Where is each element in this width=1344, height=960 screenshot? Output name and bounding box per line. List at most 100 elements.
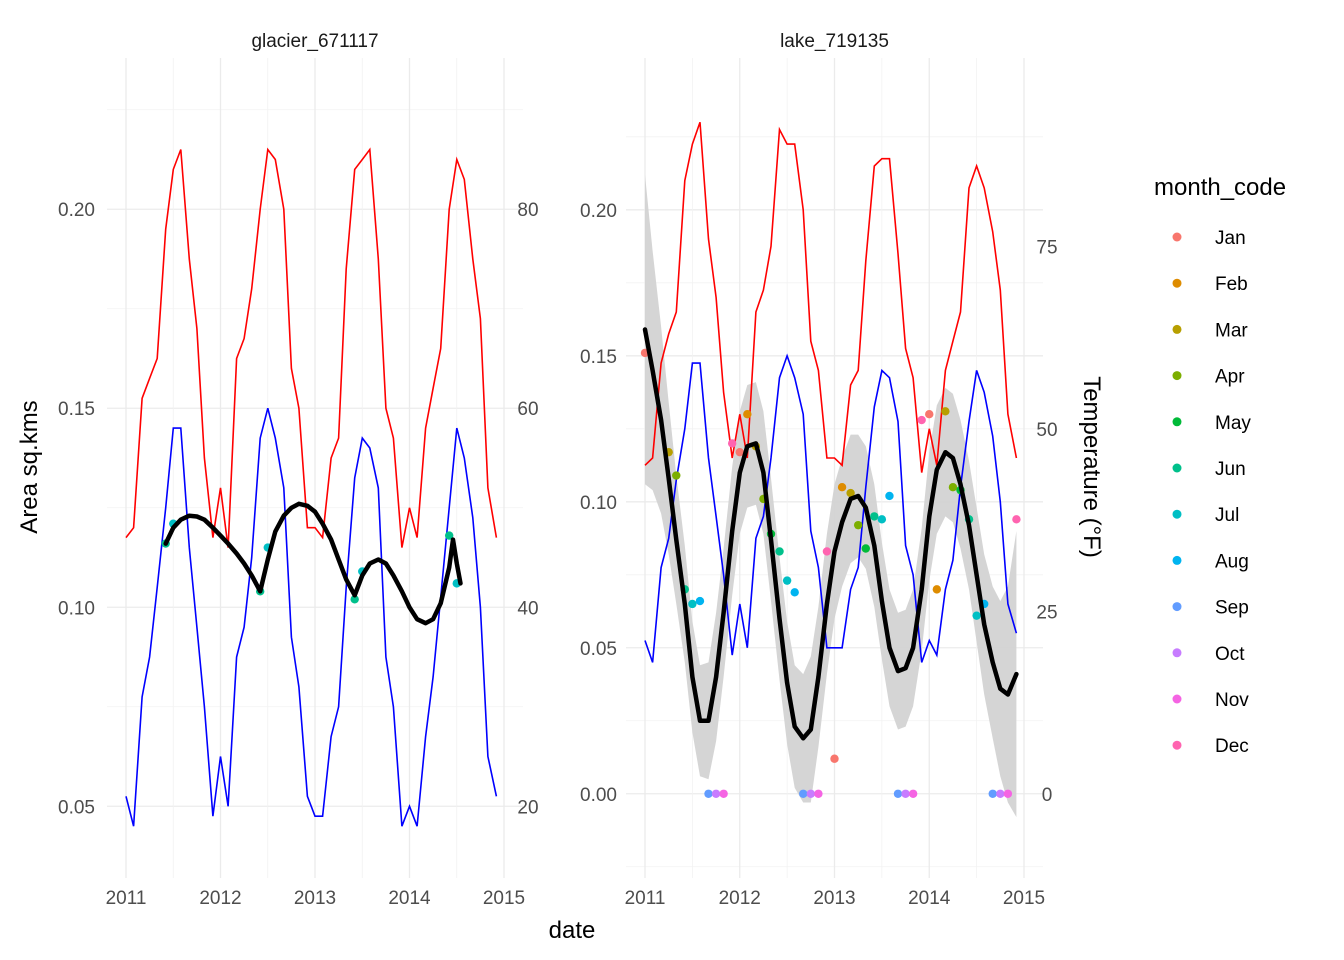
data-point-jun <box>444 531 454 540</box>
data-point-apr <box>853 520 863 530</box>
data-point-jun <box>350 595 359 604</box>
x-tick-label: 2013 <box>813 888 855 909</box>
max-temp-line <box>125 147 498 548</box>
data-point-apr <box>672 471 681 480</box>
y-tick-label: 0.05 <box>580 639 617 660</box>
panels: glacier_671117 0.05 0.10 0.15 0.20 20 40 60 80 20… <box>58 31 1058 909</box>
panel-title: glacier_671117 <box>251 31 378 52</box>
y2-tick-label: 20 <box>517 797 538 818</box>
data-point-jul <box>972 611 981 620</box>
panel-1: glacier_671117 0.05 0.10 0.15 0.20 20 40 60 80 20… <box>58 31 539 909</box>
smooth-line <box>163 501 463 626</box>
y-tick-label: 0.10 <box>580 493 617 514</box>
legend-label: Oct <box>1215 644 1245 665</box>
legend-key-jan <box>1172 232 1182 242</box>
legend-key-dec <box>1172 740 1182 750</box>
data-point-dec <box>822 547 832 556</box>
data-point-jul <box>877 515 887 524</box>
y-tick-label: 0.20 <box>580 201 617 222</box>
data-point-sep <box>704 789 713 798</box>
legend-key-aug <box>1172 555 1182 565</box>
data-point-jun <box>775 547 784 556</box>
y-tick-label: 0.00 <box>580 785 617 806</box>
y-tick-label: 0.20 <box>58 200 95 221</box>
y-tick-label: 0.10 <box>58 598 95 619</box>
data-point-aug <box>695 596 705 606</box>
data-point-aug <box>885 491 894 501</box>
y2-axis-title: Temperature (°F) <box>1078 376 1105 558</box>
legend-key-feb <box>1172 278 1182 288</box>
y-tick-label: 0.15 <box>580 347 617 368</box>
legend-label: Nov <box>1215 690 1249 711</box>
data-point-may <box>861 544 870 553</box>
legend-label: Dec <box>1215 736 1249 757</box>
legend-label: Aug <box>1215 551 1249 572</box>
panel-title: lake_719135 <box>780 31 889 52</box>
data-point-oct <box>711 789 721 798</box>
legend-key-jul <box>1172 509 1182 519</box>
min-temp-line <box>644 353 1018 663</box>
data-point-feb <box>743 410 752 419</box>
data-point-dec <box>1012 515 1021 524</box>
min-temp-line <box>125 408 498 827</box>
legend-label: Jun <box>1215 459 1246 480</box>
gridlines <box>107 58 523 878</box>
max-temp-line <box>644 121 1018 473</box>
y-axis-title: Area sq.kms <box>16 400 43 533</box>
legend-label: Jul <box>1215 505 1239 526</box>
data-point-jul <box>782 576 792 585</box>
y2-tick-label: 75 <box>1036 237 1057 258</box>
data-point-feb <box>932 585 942 594</box>
data-point-mar <box>846 488 855 498</box>
data-point-sep <box>799 789 808 798</box>
y2-tick-label: 25 <box>1036 602 1057 623</box>
y2-tick-label: 50 <box>1036 420 1057 441</box>
legend: month_code Jan Feb Mar Apr May Jun Jul Aug Sep Oc… <box>1154 174 1286 757</box>
legend-key-sep <box>1172 602 1182 612</box>
y-tick-label: 0.05 <box>58 797 95 818</box>
data-point-jan <box>925 410 934 419</box>
data-point-nov <box>1003 789 1013 798</box>
legend-key-mar <box>1172 324 1182 334</box>
y2-tick-label: 60 <box>517 399 538 420</box>
data-point-nov <box>719 789 728 798</box>
legend-label: Sep <box>1215 598 1249 619</box>
data-point-oct <box>901 789 910 798</box>
legend-title: month_code <box>1154 174 1286 201</box>
data-point-aug <box>790 588 799 597</box>
x-tick-label: 2013 <box>294 888 336 909</box>
legend-key-nov <box>1172 694 1182 704</box>
data-point-dec <box>917 415 926 425</box>
data-point-mar <box>941 407 950 416</box>
legend-label: Feb <box>1215 274 1248 295</box>
data-point-sep <box>893 789 903 798</box>
data-point-feb <box>837 482 847 492</box>
y-tick-label: 0.15 <box>58 399 95 420</box>
legend-label: Apr <box>1215 367 1245 388</box>
x-tick-label: 2011 <box>625 888 666 909</box>
smooth-line <box>642 327 1019 741</box>
y2-tick-label: 80 <box>517 200 538 221</box>
legend-label: May <box>1215 413 1251 434</box>
y2-tick-label: 40 <box>517 598 538 619</box>
x-axis-title: date <box>549 917 596 944</box>
x-tick-label: 2014 <box>908 888 951 909</box>
data-point-jan <box>830 754 839 763</box>
x-tick-label: 2014 <box>388 888 431 909</box>
confidence-ribbon <box>645 174 1017 818</box>
data-point-oct <box>806 789 816 798</box>
data-point-dec <box>727 439 737 448</box>
legend-key-oct <box>1172 648 1182 658</box>
panel-2: lake_719135 0.00 0.05 0.10 0.15 0.20 0 25 50 75 20… <box>580 31 1058 909</box>
data-points <box>640 348 1021 798</box>
data-point-nov <box>814 789 823 798</box>
data-point-jul <box>688 599 697 609</box>
data-point-nov <box>908 789 918 798</box>
x-tick-label: 2012 <box>199 888 241 909</box>
data-point-oct <box>996 789 1005 798</box>
data-point-apr <box>948 482 958 492</box>
x-tick-label: 2015 <box>1003 888 1045 909</box>
legend-key-apr <box>1172 371 1182 381</box>
legend-label: Mar <box>1215 320 1248 341</box>
